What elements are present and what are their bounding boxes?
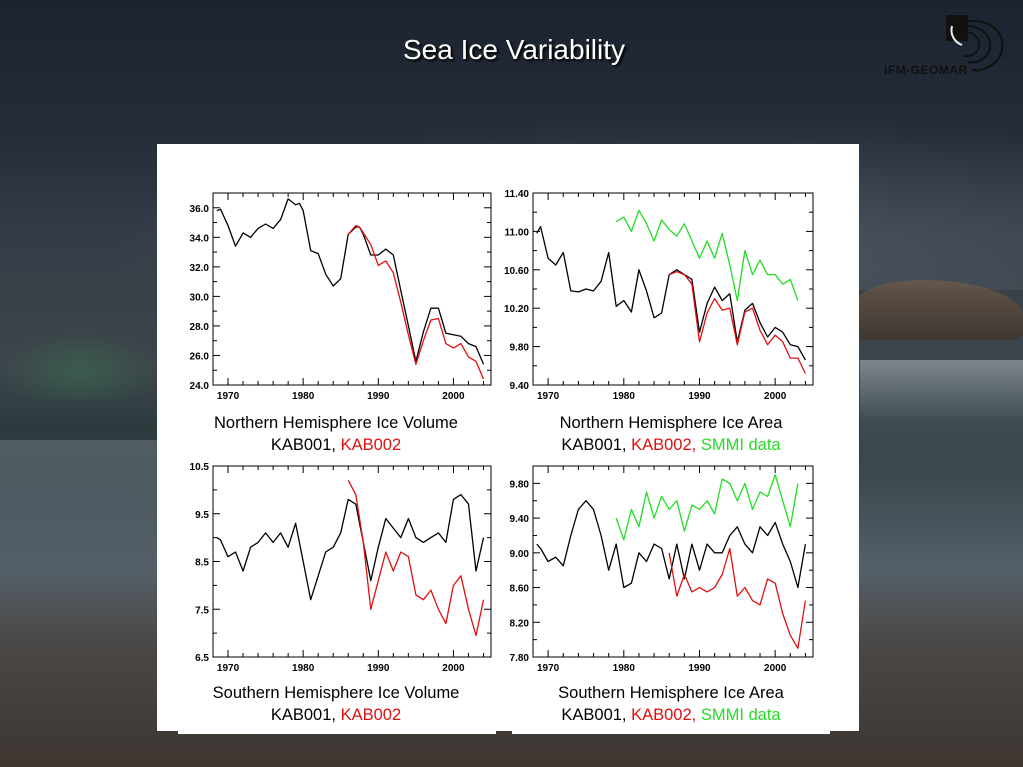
- background-foam-left: [0, 440, 160, 560]
- background-foam-right: [860, 360, 1023, 480]
- panel-edge-left: [178, 731, 496, 734]
- figure-panel: [157, 144, 859, 731]
- ifm-geomar-logo-icon: [946, 15, 1004, 72]
- panel-edge-right: [512, 731, 830, 734]
- background-wave: [0, 330, 160, 400]
- slide-title: Sea Ice Variability: [402, 34, 626, 65]
- logo-text: IFM-GEOMAR: [884, 63, 968, 77]
